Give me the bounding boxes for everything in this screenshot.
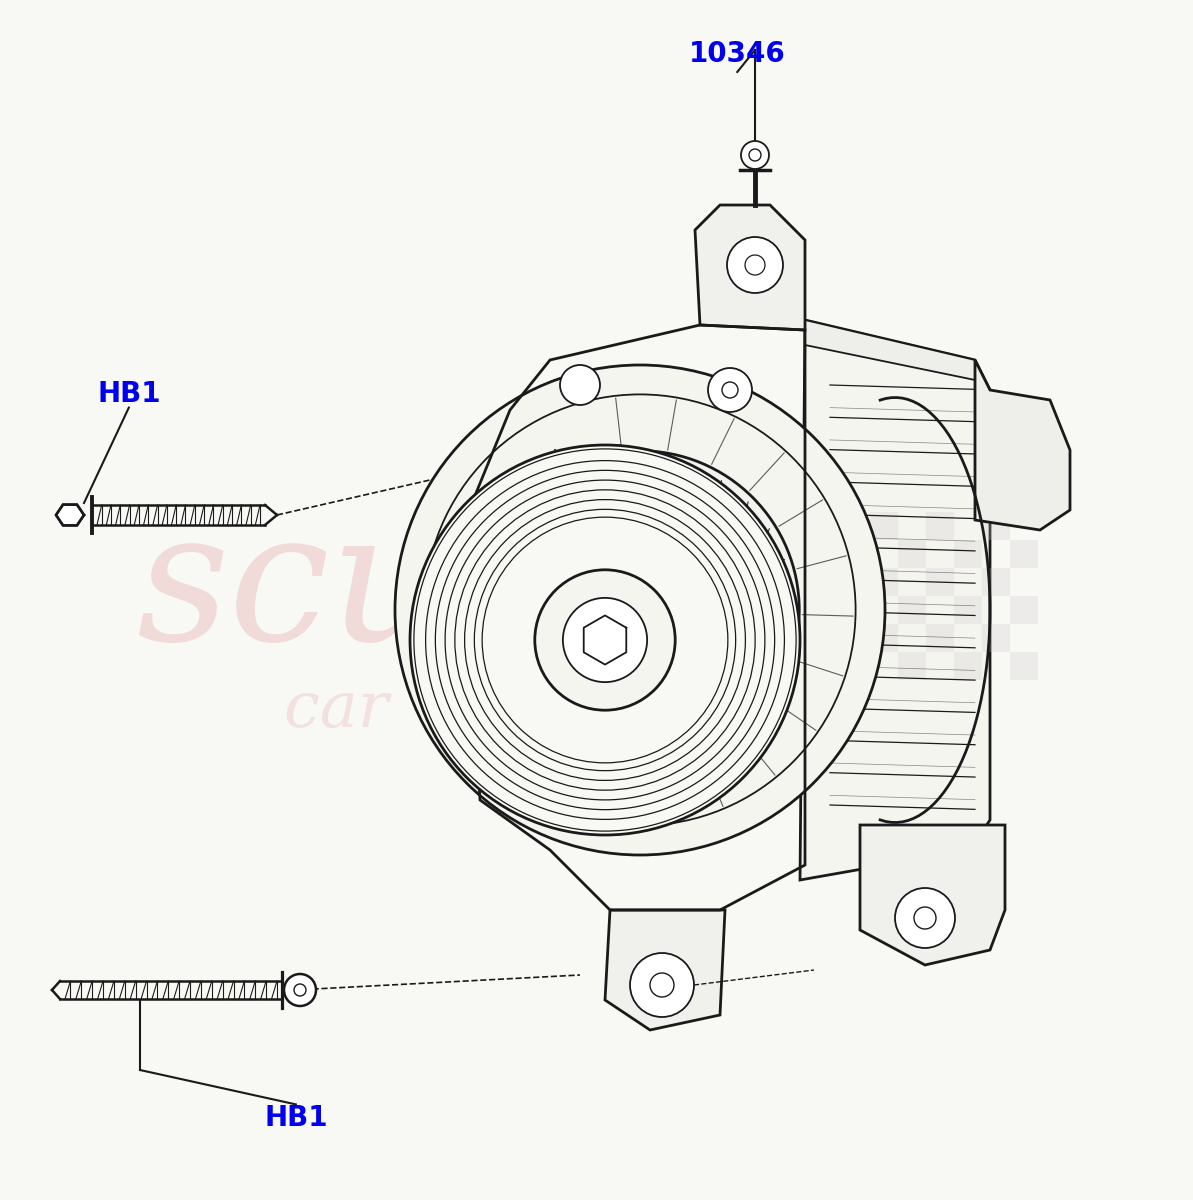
Polygon shape xyxy=(605,910,725,1030)
Bar xyxy=(982,568,1010,596)
Circle shape xyxy=(284,974,316,1006)
Polygon shape xyxy=(56,505,84,526)
Circle shape xyxy=(630,953,694,1018)
Bar xyxy=(926,624,954,652)
Circle shape xyxy=(722,382,738,398)
Bar xyxy=(1010,540,1038,568)
Circle shape xyxy=(895,888,956,948)
Circle shape xyxy=(534,570,675,710)
Text: HB1: HB1 xyxy=(264,1104,328,1133)
Bar xyxy=(870,624,898,652)
Bar xyxy=(898,540,926,568)
Circle shape xyxy=(733,692,768,728)
Polygon shape xyxy=(860,826,1005,965)
Bar xyxy=(926,512,954,540)
Bar xyxy=(954,652,982,680)
Circle shape xyxy=(560,365,600,404)
Circle shape xyxy=(563,598,647,682)
Circle shape xyxy=(650,973,674,997)
Bar xyxy=(898,652,926,680)
Circle shape xyxy=(741,140,769,169)
Text: 10346: 10346 xyxy=(688,40,786,68)
Polygon shape xyxy=(805,320,975,380)
Bar xyxy=(870,512,898,540)
Polygon shape xyxy=(696,205,805,330)
Polygon shape xyxy=(801,320,990,880)
Circle shape xyxy=(395,365,885,854)
Bar xyxy=(926,568,954,596)
Circle shape xyxy=(707,368,752,412)
Text: scud: scud xyxy=(137,502,563,678)
Bar xyxy=(954,596,982,624)
Bar xyxy=(954,540,982,568)
Text: car  parts: car parts xyxy=(284,679,596,740)
Circle shape xyxy=(744,254,765,275)
Polygon shape xyxy=(975,360,1070,530)
Circle shape xyxy=(481,451,799,769)
Bar xyxy=(870,568,898,596)
Bar xyxy=(1010,652,1038,680)
Circle shape xyxy=(914,907,937,929)
Text: HB1: HB1 xyxy=(97,379,161,408)
Bar xyxy=(898,596,926,624)
Circle shape xyxy=(293,984,305,996)
Circle shape xyxy=(410,445,801,835)
Bar xyxy=(982,624,1010,652)
Bar xyxy=(1010,596,1038,624)
Circle shape xyxy=(727,236,783,293)
Bar xyxy=(982,512,1010,540)
